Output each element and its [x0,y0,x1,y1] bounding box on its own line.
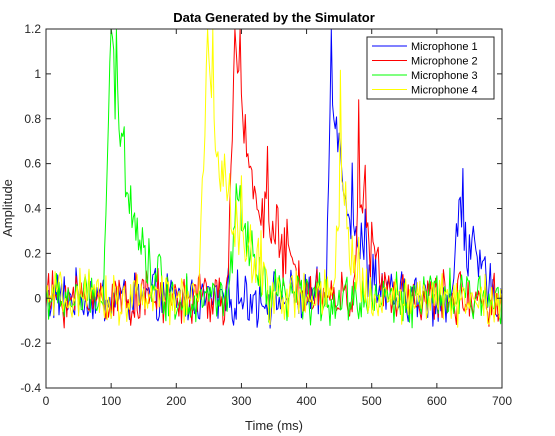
x-tick-label: 500 [362,394,382,408]
legend: Microphone 1 Microphone 2 Microphone 3 Micr… [366,36,495,100]
y-tick-label: 0.2 [24,246,41,260]
legend-label-1: Microphone 1 [411,41,478,53]
x-tick-label: 600 [427,394,447,408]
legend-box [366,36,495,100]
x-tick-label: 200 [166,394,186,408]
y-tick-label: 0.4 [24,202,41,216]
series-line-4 [45,28,503,328]
y-tick-label: -0.4 [20,381,41,395]
y-tick-label: 1.2 [24,22,41,36]
y-tick-label: 0 [34,291,41,305]
series-line-3 [45,28,503,329]
y-tick-label: 0.8 [24,112,41,126]
x-axis-label: Time (ms) [245,418,303,433]
legend-label-3: Microphone 3 [411,70,478,82]
y-axis-label: Amplitude [0,179,15,237]
y-tick-label: -0.2 [20,336,41,350]
y-tick-label: 0.6 [24,157,41,171]
legend-label-4: Microphone 4 [411,85,478,97]
x-tick-label: 100 [101,394,121,408]
x-tick-label: 700 [492,394,512,408]
legend-label-2: Microphone 2 [411,56,478,68]
x-tick-label: 0 [43,394,50,408]
axes-group: 0 100 200 300 400 500 600 700 -0.4 -0.2 0 0.2 0.4 0.6… [20,22,512,408]
chart-title: Data Generated by the Simulator [173,10,375,25]
y-tick-label: 1 [34,67,41,81]
x-tick-label: 300 [231,394,251,408]
x-tick-label: 400 [297,394,317,408]
series-group [45,28,503,329]
